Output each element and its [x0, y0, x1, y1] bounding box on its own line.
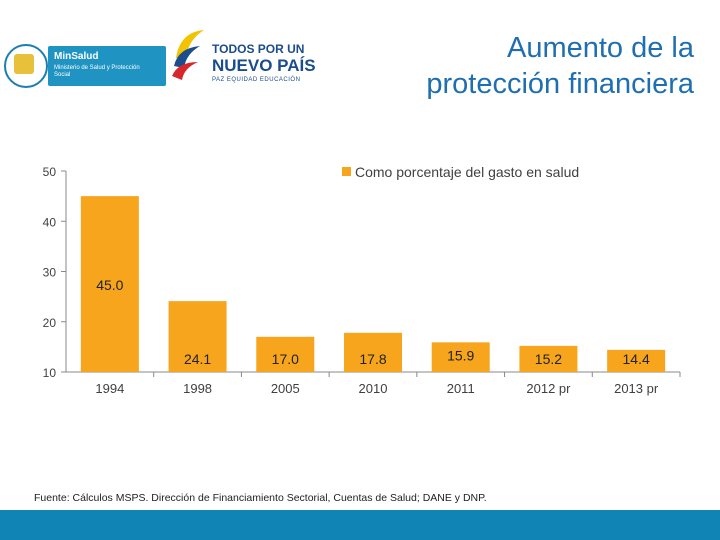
y-tick-label: 50: [43, 165, 57, 179]
bar: [344, 332, 402, 372]
bar-chart: 10 20 30 40 50 1994 45.0 1998 24.1 2005 17.0 2010 17…: [43, 165, 681, 396]
x-tick-label: 2005: [271, 381, 300, 396]
title-line-1: Aumento de la: [506, 32, 694, 64]
data-label: 15.9: [447, 347, 474, 363]
gobierno-logo: TODOS POR UN NUEVO PAÍS PAZ EQUIDAD EDUC…: [166, 22, 316, 94]
title-line-2: protección financiera: [426, 68, 694, 100]
bar: [80, 196, 139, 372]
bar: [431, 342, 490, 372]
data-label: 24.1: [184, 351, 211, 367]
y-tick-label: 40: [43, 215, 57, 229]
nuevo-pais-emblem-icon: [172, 30, 204, 80]
bottom-band: [0, 510, 720, 540]
chart-legend: Como porcentaje del gasto en salud: [342, 164, 579, 180]
colombia-seal-icon: [4, 44, 48, 88]
todos-line3: PAZ EQUIDAD EDUCACIÓN: [212, 77, 301, 83]
x-tick-label: 1998: [183, 381, 212, 396]
legend-label: Como porcentaje del gasto en salud: [355, 164, 580, 180]
minsalud-logo: MinSalud Ministerio de Salud y Protecció…: [0, 40, 166, 92]
y-tick-label: 30: [43, 266, 57, 280]
minsalud-title: MinSalud: [54, 51, 99, 62]
x-tick-label: 2010: [359, 381, 388, 396]
data-label: 17.8: [359, 351, 386, 367]
y-tick-label: 10: [43, 366, 57, 380]
page-title: Aumento de la protección financiera: [314, 30, 694, 102]
bar: [519, 345, 578, 372]
bar: [168, 301, 227, 372]
todos-line1: TODOS POR UN: [212, 42, 305, 56]
minsalud-badge: MinSalud Ministerio de Salud y Protecció…: [48, 46, 166, 86]
source-note: Fuente: Cálculos MSPS. Dirección de Fina…: [34, 492, 487, 504]
x-tick-label: 1994: [95, 381, 124, 396]
todos-line2: NUEVO PAÍS: [212, 56, 316, 75]
y-tick-label: 20: [43, 316, 57, 330]
legend-swatch: [342, 167, 351, 176]
data-label: 15.2: [535, 351, 562, 367]
bar: [256, 336, 315, 372]
x-tick-label: 2011: [447, 381, 475, 396]
data-label: 14.4: [623, 351, 650, 367]
minsalud-subtitle: Ministerio de Salud y Protección Social: [54, 65, 140, 78]
x-tick-label: 2012 pr: [526, 381, 571, 396]
data-label: 17.0: [272, 351, 299, 367]
bar: [607, 349, 666, 372]
data-label: 45.0: [96, 277, 123, 293]
x-tick-label: 2013 pr: [614, 381, 659, 396]
